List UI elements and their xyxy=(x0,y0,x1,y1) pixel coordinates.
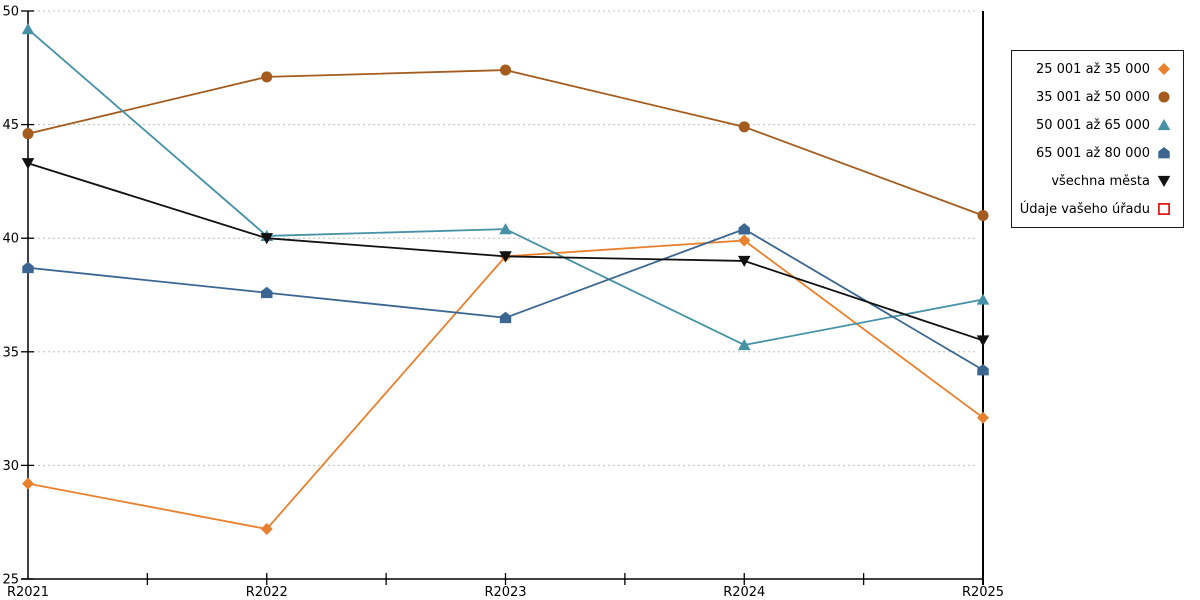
svg-text:45: 45 xyxy=(2,118,19,133)
svg-text:40: 40 xyxy=(2,232,19,247)
legend-item: 35 001 až 50 000 xyxy=(1018,83,1171,111)
diamond-icon xyxy=(1158,63,1170,75)
svg-text:30: 30 xyxy=(2,459,19,474)
circle-icon xyxy=(1158,91,1170,103)
svg-text:25: 25 xyxy=(2,573,19,588)
legend-label: 65 001 až 80 000 xyxy=(1035,145,1150,161)
legend-label: všechna města xyxy=(1051,173,1150,189)
svg-text:R2023: R2023 xyxy=(484,585,526,600)
svg-text:R2024: R2024 xyxy=(723,585,765,600)
svg-text:35: 35 xyxy=(2,345,19,360)
triangle-up-icon xyxy=(1157,119,1171,131)
legend-item: 65 001 až 80 000 xyxy=(1018,139,1171,167)
legend-label: 25 001 až 35 000 xyxy=(1035,61,1150,77)
legend-label: 35 001 až 50 000 xyxy=(1035,89,1150,105)
svg-text:50: 50 xyxy=(2,5,19,20)
legend-label: Údaje vašeho úřadu xyxy=(1019,201,1150,217)
legend-item: 50 001 až 65 000 xyxy=(1018,111,1171,139)
svg-text:R2022: R2022 xyxy=(246,585,288,600)
pentagon-icon xyxy=(1158,147,1170,159)
legend-item: všechna města xyxy=(1018,167,1171,195)
legend-label: 50 001 až 65 000 xyxy=(1035,117,1150,133)
triangle-down-icon xyxy=(1157,175,1171,187)
svg-text:R2021: R2021 xyxy=(7,585,49,600)
square-outline-icon xyxy=(1157,202,1170,215)
legend-item: 25 001 až 35 000 xyxy=(1018,55,1171,83)
legend-item: Údaje vašeho úřadu xyxy=(1018,195,1171,223)
svg-text:R2025: R2025 xyxy=(962,585,1004,600)
legend: 25 001 až 35 000 35 001 až 50 000 50 001… xyxy=(1011,50,1184,228)
